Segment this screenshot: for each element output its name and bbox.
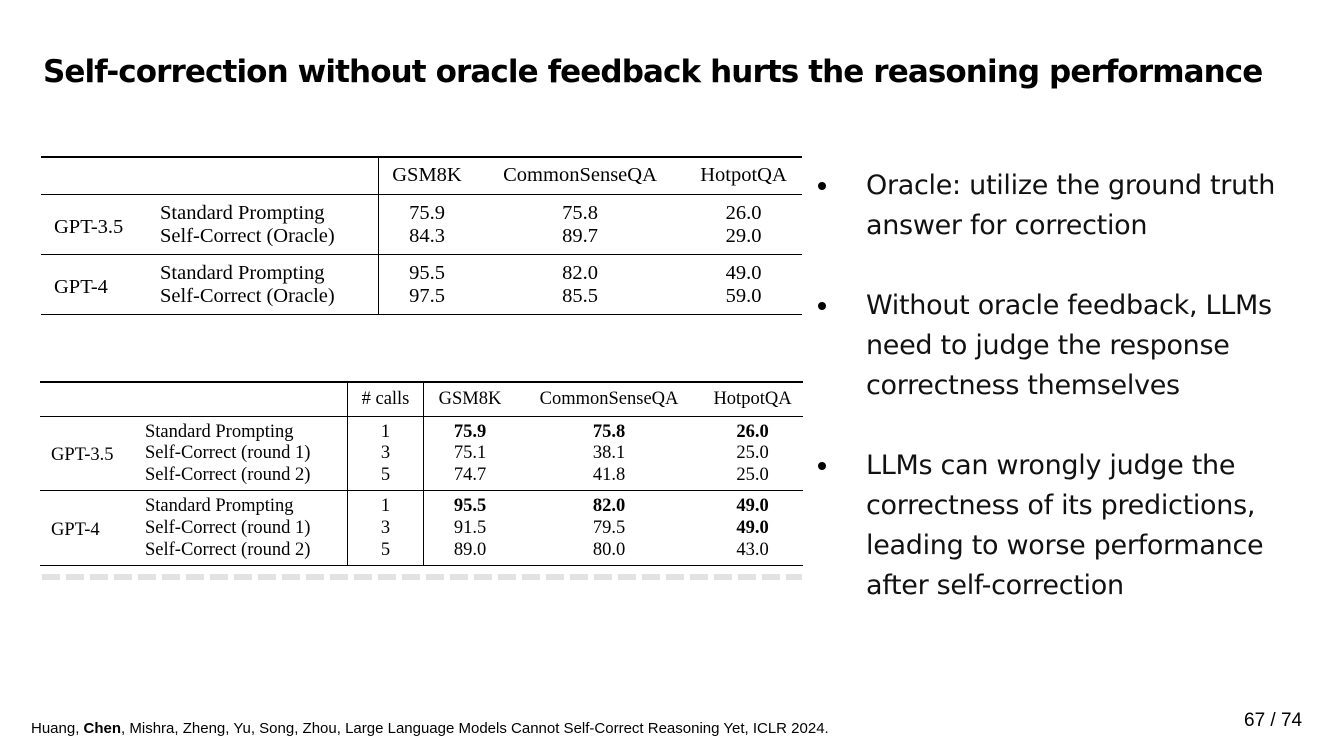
- oracle-results-table: GSM8K CommonSenseQA HotpotQA GPT-3.5 Sta…: [41, 156, 802, 315]
- citation-rest: , Mishra, Zheng, Yu, Song, Zhou, Large L…: [121, 720, 829, 737]
- table-group-gpt-4: GPT-4 Standard Prompting 1 95.5 82.0 49.…: [40, 490, 803, 565]
- bullet-item: Without oracle feedback, LLMs need to ju…: [818, 286, 1318, 406]
- model-label: GPT-3.5: [51, 445, 114, 466]
- table-cell: 89.7: [562, 224, 598, 247]
- calls-cell: 5: [347, 539, 424, 565]
- calls-cell: 1: [347, 416, 424, 443]
- table-cell: 79.5: [592, 517, 626, 538]
- table-cell: 25.0: [736, 443, 769, 464]
- column-header: GSM8K: [438, 388, 502, 409]
- column-header: # calls: [347, 382, 424, 416]
- calls-cell: 3: [347, 442, 424, 465]
- calls-cell: 1: [347, 490, 424, 517]
- page-number: 67 / 74: [1244, 710, 1303, 731]
- table-row: Self-Correct (round 2) 5 89.0 80.0 43.0: [40, 539, 803, 565]
- bullet-dot-icon: [818, 462, 826, 470]
- table-row: GPT-3.5 Standard Prompting 1 75.9 75.8 2…: [40, 416, 803, 465]
- bullet-item: Oracle: utilize the ground truth answer …: [818, 166, 1318, 246]
- table-cell: 75.8: [562, 201, 598, 224]
- table-cell: 29.0: [725, 224, 762, 247]
- table-cell: 25.0: [736, 465, 769, 485]
- table-cell: 97.5: [409, 284, 445, 307]
- table-row: GPT-4 Standard Prompting 1 95.5 82.0 49.…: [40, 490, 803, 540]
- table-cell: 95.5: [453, 496, 487, 516]
- table-cell: 75.9: [409, 201, 445, 224]
- table-row: GPT-4 Standard Prompting 95.5 82.0 49.0: [41, 254, 802, 298]
- table-row: Self-Correct (Oracle) 84.3 89.7 29.0: [41, 224, 802, 254]
- method-label: Standard Prompting: [145, 490, 348, 517]
- table-cell: 49.0: [725, 261, 762, 284]
- table-group-gpt-3-5: GPT-3.5 Standard Prompting 75.9 75.8 26.…: [41, 194, 802, 254]
- table-group-gpt-3-5: GPT-3.5 Standard Prompting 1 75.9 75.8 2…: [40, 416, 803, 491]
- table-cell: 85.5: [562, 284, 598, 307]
- method-label: Standard Prompting: [160, 254, 379, 285]
- table-cell: 49.0: [736, 496, 769, 516]
- table-cell: 75.1: [453, 443, 487, 464]
- table-cell: 82.0: [592, 496, 626, 516]
- calls-cell: 5: [347, 465, 424, 491]
- citation-authors-prefix: Huang,: [31, 720, 84, 737]
- citation-highlight-author: Chen: [83, 720, 122, 737]
- method-label: Self-Correct (round 1): [145, 517, 348, 540]
- table-cell: 95.5: [409, 261, 445, 284]
- table-cell: 75.9: [453, 421, 487, 442]
- table-cell: 91.5: [453, 517, 487, 538]
- table-cell: 74.7: [453, 465, 487, 485]
- column-header: CommonSenseQA: [539, 388, 679, 409]
- table-group-gpt-4: GPT-4 Standard Prompting 95.5 82.0 49.0 …: [41, 254, 802, 314]
- bullet-list: Oracle: utilize the ground truth answer …: [818, 166, 1318, 646]
- table-row: Self-Correct (Oracle) 97.5 85.5 59.0: [41, 284, 802, 314]
- bullet-text: Oracle: utilize the ground truth answer …: [866, 170, 1276, 241]
- column-header: CommonSenseQA: [503, 164, 657, 187]
- table-cell: 49.0: [736, 517, 769, 538]
- table-cell: 75.8: [592, 421, 626, 442]
- table-header-row: # calls GSM8K CommonSenseQA HotpotQA: [40, 382, 803, 416]
- method-label: Self-Correct (round 2): [145, 465, 348, 491]
- table-row: Self-Correct (round 1) 3 75.1 38.1 25.0: [40, 442, 803, 465]
- bullet-text: LLMs can wrongly judge the correctness o…: [866, 450, 1264, 601]
- slide-title: Self-correction without oracle feedback …: [43, 54, 1263, 90]
- table-cell: 80.0: [592, 539, 626, 560]
- intrinsic-self-correction-table: # calls GSM8K CommonSenseQA HotpotQA GPT…: [40, 381, 803, 566]
- table-row: GPT-3.5 Standard Prompting 75.9 75.8 26.…: [41, 194, 802, 238]
- citation: Huang, Chen, Mishra, Zheng, Yu, Song, Zh…: [31, 720, 829, 737]
- bullet-item: LLMs can wrongly judge the correctness o…: [818, 446, 1318, 606]
- model-label: GPT-4: [51, 519, 100, 540]
- method-label: Self-Correct (Oracle): [160, 224, 379, 254]
- calls-cell: 3: [347, 517, 424, 540]
- bullet-dot-icon: [818, 302, 826, 310]
- method-label: Self-Correct (round 1): [145, 442, 348, 465]
- column-header: HotpotQA: [700, 164, 787, 187]
- table-row: Self-Correct (round 2) 5 74.7 41.8 25.0: [40, 465, 803, 491]
- table-cell: 82.0: [562, 261, 598, 284]
- method-label: Self-Correct (Oracle): [160, 284, 379, 314]
- model-label: GPT-3.5: [54, 216, 124, 238]
- column-header: HotpotQA: [713, 388, 792, 409]
- table-cell: 89.0: [453, 539, 487, 560]
- column-header: GSM8K: [392, 164, 462, 187]
- table-cell: 38.1: [592, 443, 626, 464]
- model-label: GPT-4: [54, 276, 108, 298]
- method-label: Standard Prompting: [145, 416, 348, 443]
- table-cell: 84.3: [409, 224, 445, 247]
- method-label: Standard Prompting: [160, 194, 379, 225]
- table-cell: 59.0: [725, 284, 762, 307]
- table-row: Self-Correct (round 1) 3 91.5 79.5 49.0: [40, 517, 803, 540]
- bullet-dot-icon: [818, 182, 826, 190]
- table-cell: 26.0: [736, 421, 769, 442]
- cropped-caption-remnant: [42, 574, 802, 580]
- table-header-row: GSM8K CommonSenseQA HotpotQA: [41, 157, 802, 194]
- table-cell: 43.0: [736, 539, 769, 560]
- table-cell: 26.0: [725, 201, 762, 224]
- bullet-text: Without oracle feedback, LLMs need to ju…: [866, 290, 1272, 401]
- table-cell: 41.8: [592, 465, 626, 485]
- method-label: Self-Correct (round 2): [145, 539, 348, 565]
